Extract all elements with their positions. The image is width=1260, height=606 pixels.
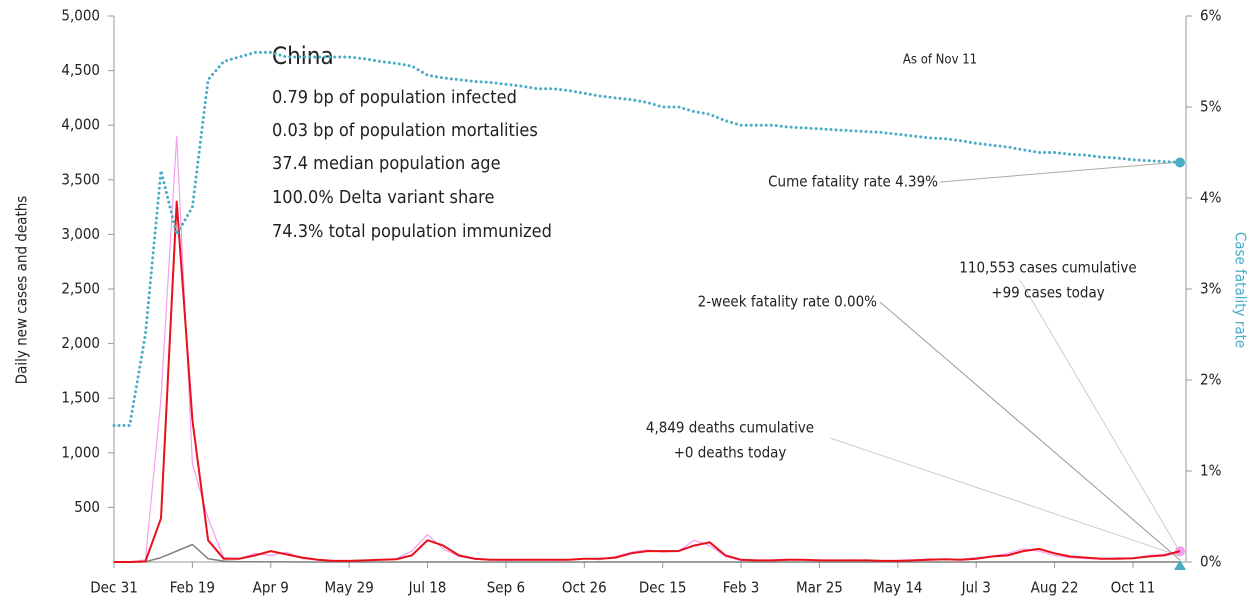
x-tick-label: Sep 6 <box>487 579 525 597</box>
y-tick-label: 5,000 <box>61 7 100 25</box>
x-tick-label: Oct 11 <box>1111 579 1156 597</box>
y-tick-label: 2,000 <box>61 334 100 352</box>
info-line: 0.79 bp of population infected <box>272 87 517 108</box>
leader-line <box>939 161 1181 183</box>
y-axis-label: Daily new cases and deaths <box>13 196 31 385</box>
info-line: 100.0% Delta variant share <box>272 187 494 208</box>
series-line <box>114 543 1180 563</box>
leader-line <box>879 301 1181 561</box>
y-tick-label: 4,000 <box>61 116 100 134</box>
leader-line <box>1019 279 1181 553</box>
chart-title: China <box>272 42 334 70</box>
annotation: 110,553 cases cumulative <box>959 259 1136 277</box>
x-tick-label: Aug 22 <box>1031 579 1079 597</box>
x-tick-label: Apr 9 <box>253 579 289 597</box>
y-tick-label: 2,500 <box>61 280 100 298</box>
y-tick-label: 1,000 <box>61 443 100 461</box>
y-tick-label: 1,500 <box>61 389 100 407</box>
end-point <box>1175 157 1185 168</box>
y2-axis-label: Case fatality rate <box>1232 232 1250 348</box>
x-tick-label: Mar 25 <box>796 579 843 597</box>
y-tick-label: 3,500 <box>61 170 100 188</box>
leader-line <box>829 437 1181 557</box>
y-tick-label: 500 <box>74 498 100 516</box>
x-tick-label: Dec 31 <box>90 579 138 597</box>
x-tick-label: May 14 <box>873 579 922 597</box>
series-line <box>114 200 1181 563</box>
y2-tick-label: 5% <box>1200 98 1222 116</box>
end-marker <box>1174 560 1186 570</box>
annotation: +0 deaths today <box>674 444 787 462</box>
series-line <box>114 135 1181 563</box>
info-line: 0.03 bp of population mortalities <box>272 120 538 141</box>
x-tick-label: Jul 3 <box>961 579 991 597</box>
y2-tick-label: 4% <box>1200 189 1222 207</box>
y2-tick-label: 6% <box>1200 7 1222 25</box>
info-line: 37.4 median population age <box>272 153 501 174</box>
as-of: As of Nov 11 <box>903 53 977 68</box>
y-tick-label: 4,500 <box>61 61 100 79</box>
y2-tick-label: 1% <box>1200 462 1222 480</box>
y-tick-label: 3,000 <box>61 225 100 243</box>
y2-tick-label: 2% <box>1200 371 1222 389</box>
x-tick-label: Jul 18 <box>408 579 447 597</box>
x-tick-label: Dec 15 <box>639 579 687 597</box>
x-tick-label: Oct 26 <box>562 579 607 597</box>
y2-tick-label: 0% <box>1200 553 1222 571</box>
info-line: 74.3% total population immunized <box>272 221 552 242</box>
annotation: +99 cases today <box>991 284 1104 302</box>
y2-tick-label: 3% <box>1200 280 1222 298</box>
x-tick-label: Feb 3 <box>723 579 760 597</box>
annotation: 2-week fatality rate 0.00% <box>698 293 878 311</box>
x-tick-label: May 29 <box>324 579 373 597</box>
x-tick-label: Feb 19 <box>170 579 215 597</box>
annotation: 4,849 deaths cumulative <box>646 419 814 437</box>
annotation: Cume fatality rate 4.39% <box>768 173 938 191</box>
